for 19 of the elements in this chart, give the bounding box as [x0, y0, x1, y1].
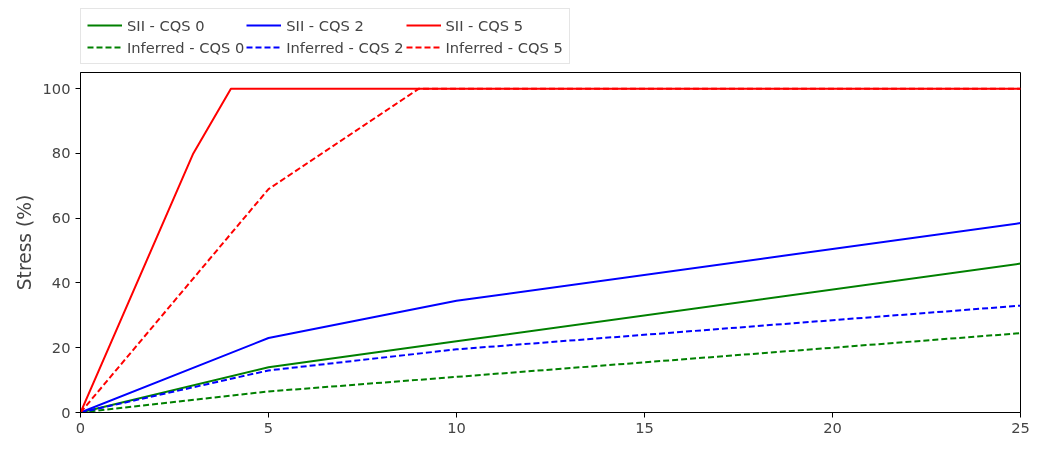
x-tick-label: 10 — [447, 418, 466, 436]
y-axis-title: Stress (%) — [13, 194, 35, 291]
x-tick-label: 0 — [75, 418, 86, 436]
legend-label: Inferred - CQS 0 — [127, 38, 245, 56]
x-tick-label: 20 — [823, 418, 842, 436]
x-tick-label: 15 — [635, 418, 654, 436]
y-tick-label: 100 — [42, 79, 71, 97]
y-tick-label: 20 — [51, 338, 71, 356]
y-tick-label: 80 — [51, 144, 71, 162]
x-tick-label: 25 — [1011, 418, 1030, 436]
legend-label: SII - CQS 5 — [445, 16, 524, 34]
legend-label: Inferred - CQS 2 — [286, 38, 404, 56]
y-tick-label: 60 — [51, 209, 71, 227]
legend-label: Inferred - CQS 5 — [445, 38, 563, 56]
legend-label: SII - CQS 0 — [127, 16, 205, 34]
y-tick-label: 40 — [51, 273, 71, 291]
x-tick-label: 5 — [263, 418, 274, 436]
legend-label: SII - CQS 2 — [286, 16, 364, 34]
y-tick-label: 0 — [61, 403, 71, 421]
